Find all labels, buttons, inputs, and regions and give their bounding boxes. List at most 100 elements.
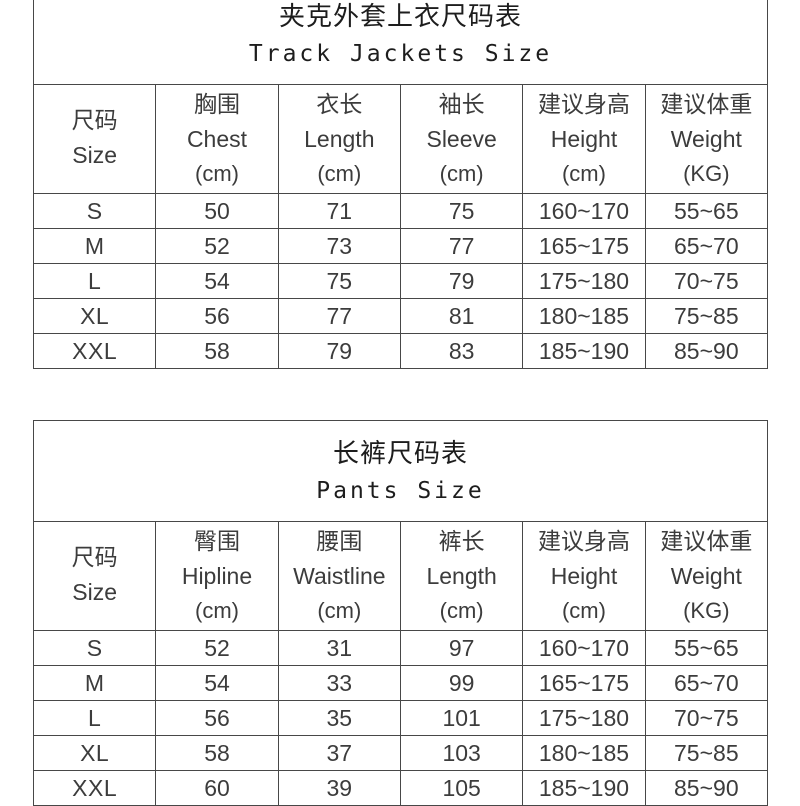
table-row: M 54 33 99 165~175 65~70 bbox=[32, 665, 769, 701]
column-header-unit: (cm) bbox=[561, 597, 606, 623]
column-header-cn: 胸围 bbox=[193, 91, 240, 118]
cell-hipline: 58 bbox=[155, 735, 279, 771]
table-row: M 52 73 77 165~175 65~70 bbox=[32, 228, 769, 264]
cell-sleeve: 77 bbox=[399, 228, 524, 264]
table-title-cn: 夹克外套上衣尺码表 bbox=[278, 2, 522, 32]
cell-weight: 85~90 bbox=[644, 770, 769, 806]
table-row: S 50 71 75 160~170 55~65 bbox=[32, 193, 769, 229]
cell-hipline: 60 bbox=[155, 770, 279, 806]
cell-chest: 54 bbox=[155, 263, 279, 299]
column-header-cn: 建议体重 bbox=[660, 528, 753, 555]
cell-size: XXL bbox=[32, 333, 157, 369]
table-title-row: 夹克外套上衣尺码表 Track Jackets Size bbox=[33, 0, 768, 85]
cell-chest: 58 bbox=[155, 333, 279, 369]
column-header-cn: 衣长 bbox=[316, 91, 363, 118]
cell-waistline: 31 bbox=[277, 630, 401, 666]
cell-size: XXL bbox=[32, 770, 157, 806]
table-row: XXL 60 39 105 185~190 85~90 bbox=[32, 770, 769, 806]
cell-waistline: 33 bbox=[277, 665, 401, 701]
table-title-row: 长裤尺码表 Pants Size bbox=[33, 420, 768, 522]
column-header-cn: 袖长 bbox=[438, 91, 485, 118]
column-header-length: 衣长 Length (cm) bbox=[277, 84, 401, 194]
cell-sleeve: 79 bbox=[399, 263, 524, 299]
column-header-size: 尺码 Size bbox=[32, 521, 157, 631]
column-header-height: 建议身高 Height (cm) bbox=[522, 521, 646, 631]
column-header-sleeve: 袖长 Sleeve (cm) bbox=[399, 84, 524, 194]
cell-sleeve: 83 bbox=[399, 333, 524, 369]
cell-length: 75 bbox=[277, 263, 401, 299]
column-header-en: Height bbox=[550, 125, 618, 152]
column-header-en: Size bbox=[72, 142, 118, 168]
cell-weight: 65~70 bbox=[644, 228, 769, 264]
table-title-cell: 夹克外套上衣尺码表 Track Jackets Size bbox=[33, 0, 768, 85]
table-row: XL 58 37 103 180~185 75~85 bbox=[32, 735, 769, 771]
table-title-cn: 长裤尺码表 bbox=[332, 439, 468, 469]
column-header-unit: (KG) bbox=[683, 160, 730, 186]
cell-hipline: 54 bbox=[155, 665, 279, 701]
cell-length: 97 bbox=[399, 630, 524, 666]
table-row: XXL 58 79 83 185~190 85~90 bbox=[32, 333, 769, 369]
column-header-waistline: 腰围 Waistline (cm) bbox=[277, 521, 401, 631]
table-title-cell: 长裤尺码表 Pants Size bbox=[33, 420, 768, 522]
cell-length: 77 bbox=[277, 298, 401, 334]
column-header-length: 裤长 Length (cm) bbox=[399, 521, 524, 631]
cell-length: 99 bbox=[399, 665, 524, 701]
cell-size: XL bbox=[32, 735, 157, 771]
cell-chest: 50 bbox=[155, 193, 279, 229]
cell-height: 160~170 bbox=[522, 630, 646, 666]
column-header-en: Length bbox=[304, 125, 375, 152]
column-header-chest: 胸围 Chest (cm) bbox=[155, 84, 279, 194]
cell-height: 165~175 bbox=[522, 665, 646, 701]
cell-weight: 55~65 bbox=[644, 630, 769, 666]
cell-height: 160~170 bbox=[522, 193, 646, 229]
cell-length: 73 bbox=[277, 228, 401, 264]
cell-sleeve: 75 bbox=[399, 193, 524, 229]
track-jackets-size-table: 夹克外套上衣尺码表 Track Jackets Size 尺码 Size 胸围 … bbox=[32, 0, 769, 369]
column-header-cn: 臀围 bbox=[193, 528, 240, 555]
cell-size: L bbox=[32, 263, 157, 299]
column-header-unit: (cm) bbox=[195, 597, 239, 623]
table-row: XL 56 77 81 180~185 75~85 bbox=[32, 298, 769, 334]
cell-length: 79 bbox=[277, 333, 401, 369]
table-title-en: Track Jackets Size bbox=[248, 41, 553, 67]
cell-weight: 65~70 bbox=[644, 665, 769, 701]
cell-chest: 56 bbox=[155, 298, 279, 334]
table-header-row: 尺码 Size 臀围 Hipline (cm) 腰围 Waistline (cm… bbox=[32, 521, 769, 631]
cell-length: 71 bbox=[277, 193, 401, 229]
cell-size: L bbox=[32, 700, 157, 736]
pants-size-table: 长裤尺码表 Pants Size 尺码 Size 臀围 Hipline (cm)… bbox=[32, 420, 769, 806]
cell-length: 105 bbox=[399, 770, 524, 806]
column-header-en: Hipline bbox=[181, 562, 253, 589]
cell-height: 175~180 bbox=[522, 263, 646, 299]
cell-size: S bbox=[32, 630, 157, 666]
cell-waistline: 39 bbox=[277, 770, 401, 806]
cell-chest: 52 bbox=[155, 228, 279, 264]
column-header-weight: 建议体重 Weight (KG) bbox=[644, 84, 769, 194]
table-row: L 54 75 79 175~180 70~75 bbox=[32, 263, 769, 299]
cell-height: 185~190 bbox=[522, 333, 646, 369]
cell-height: 185~190 bbox=[522, 770, 646, 806]
column-header-en: Sleeve bbox=[426, 125, 497, 152]
column-header-en: Size bbox=[72, 579, 118, 605]
column-header-weight: 建议体重 Weight (KG) bbox=[644, 521, 769, 631]
cell-height: 175~180 bbox=[522, 700, 646, 736]
column-header-unit: (cm) bbox=[439, 597, 484, 623]
cell-length: 101 bbox=[399, 700, 524, 736]
column-header-en: Height bbox=[550, 562, 618, 589]
cell-hipline: 56 bbox=[155, 700, 279, 736]
cell-weight: 55~65 bbox=[644, 193, 769, 229]
cell-size: S bbox=[32, 193, 157, 229]
column-header-cn: 建议身高 bbox=[537, 91, 630, 118]
cell-weight: 85~90 bbox=[644, 333, 769, 369]
column-header-cn: 建议体重 bbox=[660, 91, 753, 118]
column-header-cn: 尺码 bbox=[71, 108, 118, 134]
column-header-unit: (cm) bbox=[317, 160, 362, 186]
column-header-size: 尺码 Size bbox=[32, 84, 157, 194]
table-title-en: Pants Size bbox=[316, 478, 485, 504]
table-header-row: 尺码 Size 胸围 Chest (cm) 衣长 Length (cm) 袖长 … bbox=[32, 84, 769, 194]
table-row: L 56 35 101 175~180 70~75 bbox=[32, 700, 769, 736]
column-header-unit: (cm) bbox=[439, 160, 484, 186]
cell-height: 180~185 bbox=[522, 298, 646, 334]
cell-height: 165~175 bbox=[522, 228, 646, 264]
